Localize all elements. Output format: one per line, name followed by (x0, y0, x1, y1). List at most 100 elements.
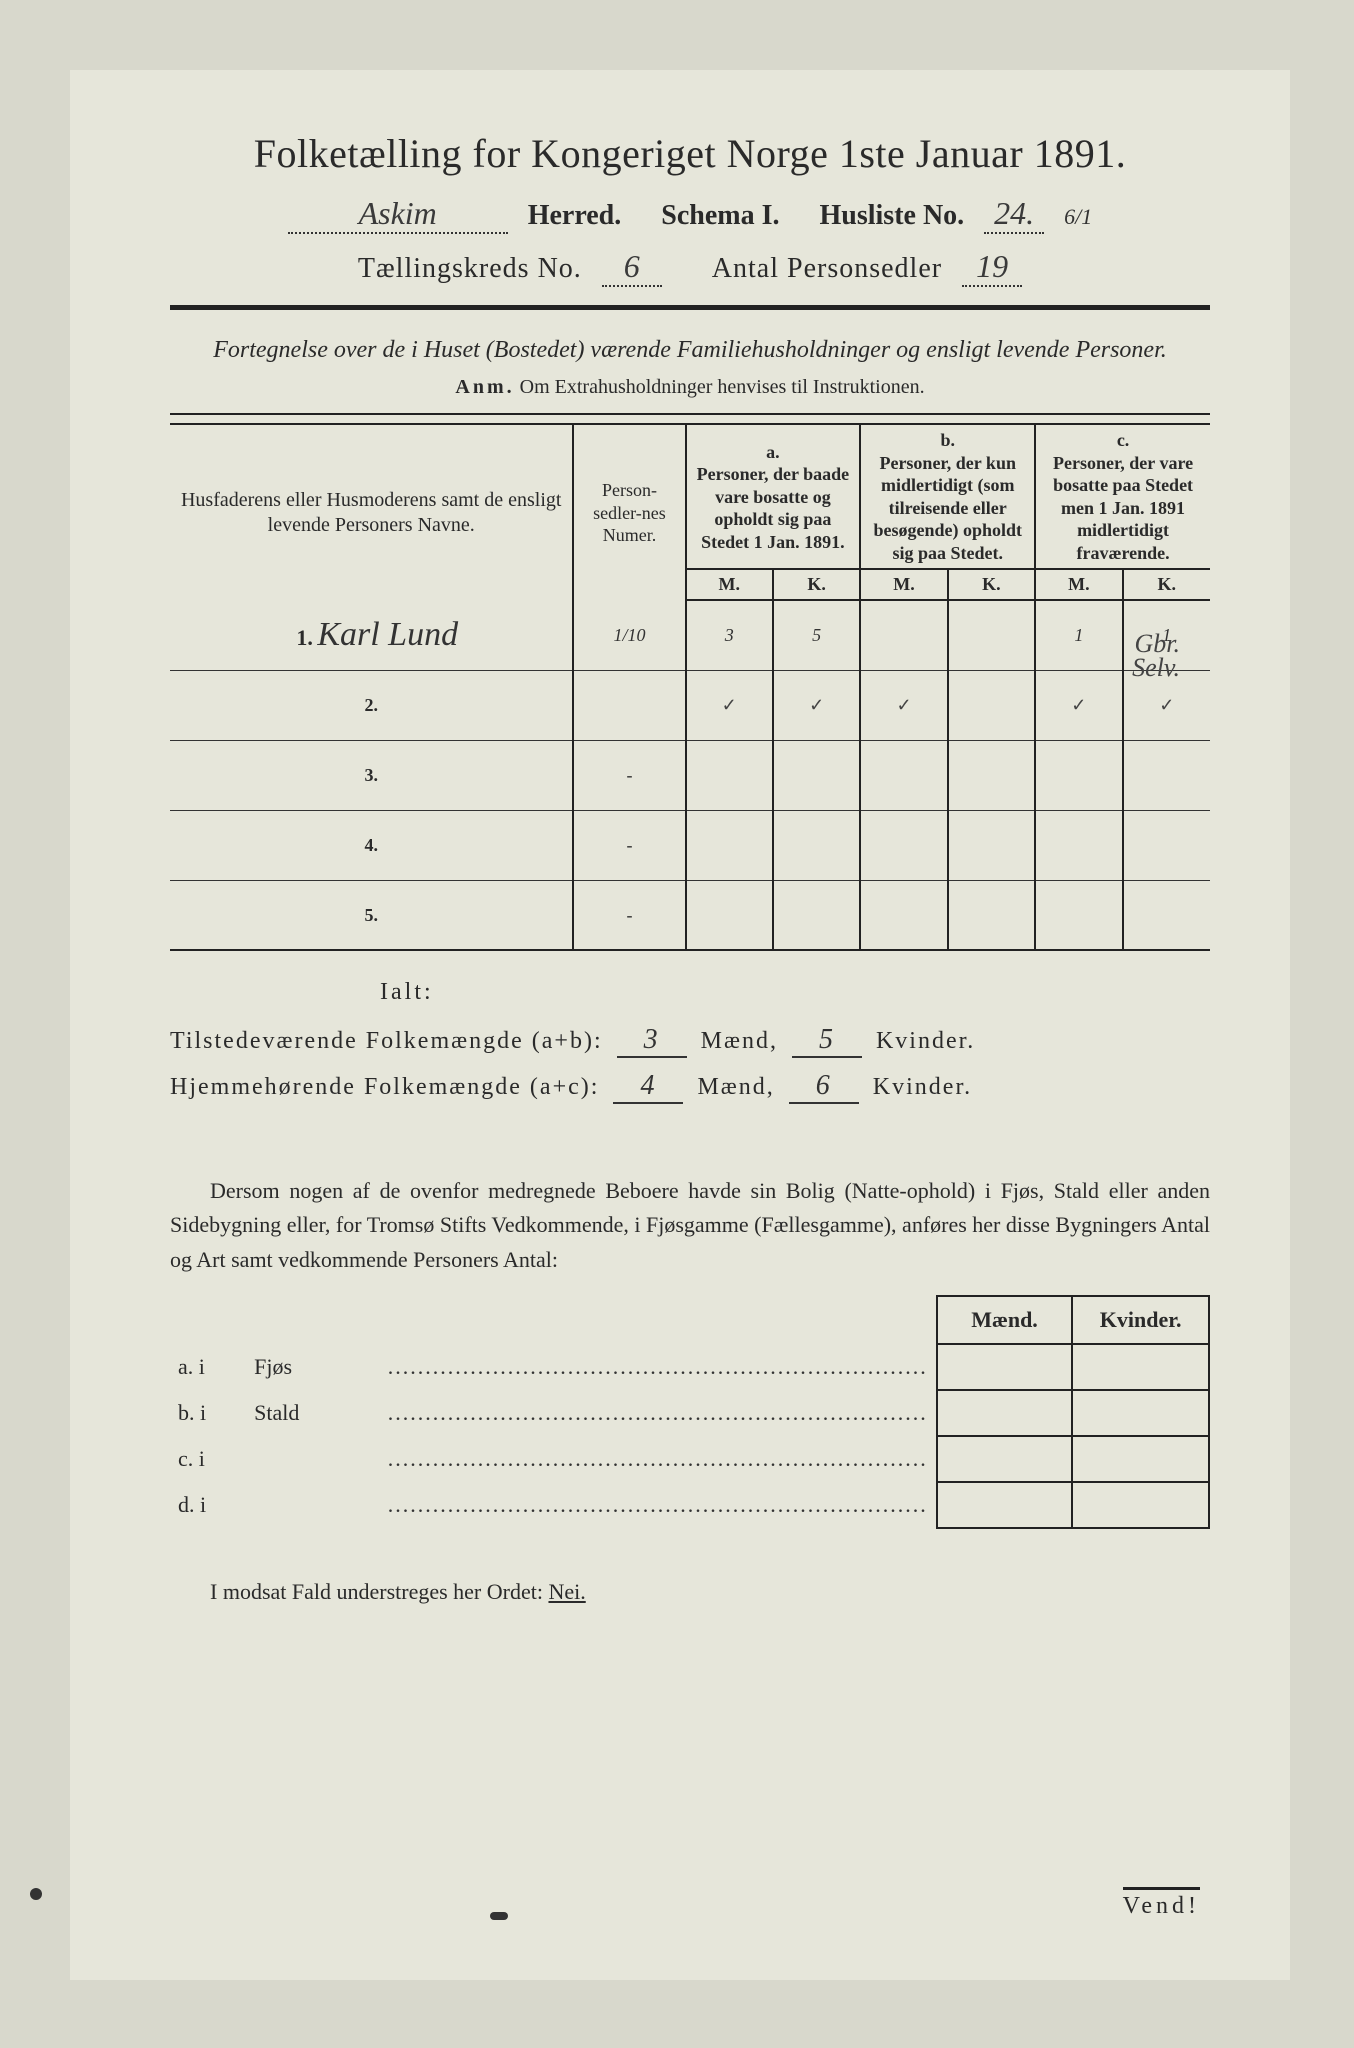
row-c-m (1035, 740, 1122, 810)
hdr-a-text: Personer, der baade vare bosatte og opho… (693, 463, 854, 553)
table-row: 4. - (170, 810, 1210, 880)
kreds-value: 6 (602, 248, 662, 287)
lower-m-cell (937, 1390, 1073, 1436)
lower-m-cell (937, 1436, 1073, 1482)
row-b-m: ✓ (860, 670, 947, 740)
lower-k-cell (1072, 1482, 1209, 1528)
ialt-line2-k: 6 (789, 1070, 859, 1104)
binding-hole-icon (30, 1888, 42, 1900)
census-form-page: Folketælling for Kongeriget Norge 1ste J… (70, 70, 1290, 1980)
anm-text: Om Extrahusholdninger henvises til Instr… (520, 376, 925, 398)
row-c-k (1123, 740, 1210, 810)
lower-row: c. i (170, 1436, 1209, 1482)
subtitle: Fortegnelse over de i Huset (Bostedet) v… (170, 334, 1210, 366)
lower-k-cell (1072, 1436, 1209, 1482)
hdr-a: a. Personer, der baade vare bosatte og o… (686, 424, 861, 569)
row-c-m: 1 (1035, 600, 1122, 670)
hdr-c-m: M. (1035, 569, 1122, 600)
vend-label: Vend! (1123, 1887, 1200, 1920)
lower-hdr-maend: Mænd. (937, 1296, 1073, 1344)
ialt-block: Ialt: Tilstedeværende Folkemængde (a+b):… (170, 979, 1210, 1104)
lower-row-type (246, 1482, 380, 1528)
hdr-a-k: K. (773, 569, 860, 600)
hdr-a-m: M. (686, 569, 773, 600)
husliste-label: Husliste No. (819, 200, 964, 232)
ialt-line1-m: 3 (617, 1024, 687, 1058)
anm-line: Anm. Om Extrahusholdninger henvises til … (170, 376, 1210, 399)
ialt-kvinder-label: Kvinder. (876, 1028, 975, 1054)
row-personsedler: 1/10 (573, 600, 685, 670)
hdr-a-letter: a. (693, 441, 854, 464)
header-row-1: Askim Herred. Schema I. Husliste No. 24.… (170, 195, 1210, 234)
kreds-label: Tællingskreds No. (358, 253, 582, 285)
lower-hdr-kvinder: Kvinder. (1072, 1296, 1209, 1344)
row-name-value: Karl Lund (317, 616, 458, 653)
anm-label: Anm. (455, 376, 514, 398)
row-num-label: 4. (170, 810, 573, 880)
lower-row-label: b. i (170, 1390, 246, 1436)
ialt-maend-label: Mænd, (701, 1028, 778, 1054)
row-a-m (686, 880, 773, 950)
ialt-kvinder-label: Kvinder. (873, 1074, 972, 1100)
hdr-b-m: M. (860, 569, 947, 600)
divider-thin-1 (170, 413, 1210, 415)
row-b-m (860, 810, 947, 880)
herred-label: Herred. (528, 200, 622, 232)
ialt-line-1: Tilstedeværende Folkemængde (a+b): 3 Mæn… (170, 1024, 1210, 1058)
row-b-m (860, 880, 947, 950)
lower-table: Mænd. Kvinder. a. i Fjøs b. i Stald c. i… (170, 1295, 1210, 1529)
lower-dots (380, 1390, 937, 1436)
hdr-num: Person-sedler-nes Numer. (573, 424, 685, 600)
hdr-b: b. Personer, der kun midlertidigt (som t… (860, 424, 1035, 569)
ialt-line2-m: 4 (613, 1070, 683, 1104)
hdr-b-k: K. (948, 569, 1035, 600)
nei-line: I modsat Fald understreges her Ordet: Ne… (170, 1579, 1210, 1605)
hdr-c: c. Personer, der vare bosatte paa Stedet… (1035, 424, 1210, 569)
lower-row-label: d. i (170, 1482, 246, 1528)
row-a-m: 3 (686, 600, 773, 670)
antal-label: Antal Personsedler (712, 253, 942, 285)
hdr-b-text: Personer, der kun midlertidigt (som tilr… (867, 452, 1028, 565)
hdr-name: Husfaderens eller Husmoderens samt de en… (170, 424, 573, 600)
row-b-m (860, 600, 947, 670)
lower-row-type (246, 1436, 380, 1482)
hdr-c-letter: c. (1042, 429, 1204, 452)
row-c-m (1035, 880, 1122, 950)
header-row-2: Tællingskreds No. 6 Antal Personsedler 1… (170, 248, 1210, 287)
ialt-line1-label: Tilstedeværende Folkemængde (a+b): (170, 1028, 603, 1054)
lower-k-cell (1072, 1344, 1209, 1390)
row-a-k (773, 810, 860, 880)
row-c-k (1123, 880, 1210, 950)
lower-row: d. i (170, 1482, 1209, 1528)
table-row: 3. - (170, 740, 1210, 810)
row-a-k (773, 880, 860, 950)
table-header-row-1: Husfaderens eller Husmoderens samt de en… (170, 424, 1210, 569)
nei-pre: I modsat Fald understreges her Ordet: (210, 1579, 548, 1604)
margin-note-bot: Selv. (1132, 655, 1180, 681)
ialt-line1-k: 5 (792, 1024, 862, 1058)
row-a-k: 5 (773, 600, 860, 670)
divider-thick (170, 305, 1210, 310)
husliste-value: 24. (984, 195, 1044, 234)
binding-mark-icon (490, 1912, 508, 1920)
antal-value: 19 (962, 248, 1022, 287)
ialt-title: Ialt: (380, 979, 1210, 1006)
row-num-label: 5. (170, 880, 573, 950)
row-a-m: ✓ (686, 670, 773, 740)
paragraph: Dersom nogen af de ovenfor medregnede Be… (170, 1174, 1210, 1276)
table-row: 2. ✓ ✓ ✓ ✓ ✓ (170, 670, 1210, 740)
row-a-k: ✓ (773, 670, 860, 740)
lower-row: a. i Fjøs (170, 1344, 1209, 1390)
census-table: Husfaderens eller Husmoderens samt de en… (170, 423, 1210, 951)
nei-word: Nei. (548, 1579, 585, 1604)
row-b-k (948, 670, 1035, 740)
lower-dots (380, 1436, 937, 1482)
lower-row-type: Stald (246, 1390, 380, 1436)
row-num-label: 2. (170, 670, 573, 740)
row-name-cell: 1. Karl Lund (170, 600, 573, 670)
lower-k-cell (1072, 1390, 1209, 1436)
row-c-k (1123, 810, 1210, 880)
lower-header-row: Mænd. Kvinder. (170, 1296, 1209, 1344)
ialt-maend-label: Mænd, (697, 1074, 774, 1100)
row-a-m (686, 810, 773, 880)
